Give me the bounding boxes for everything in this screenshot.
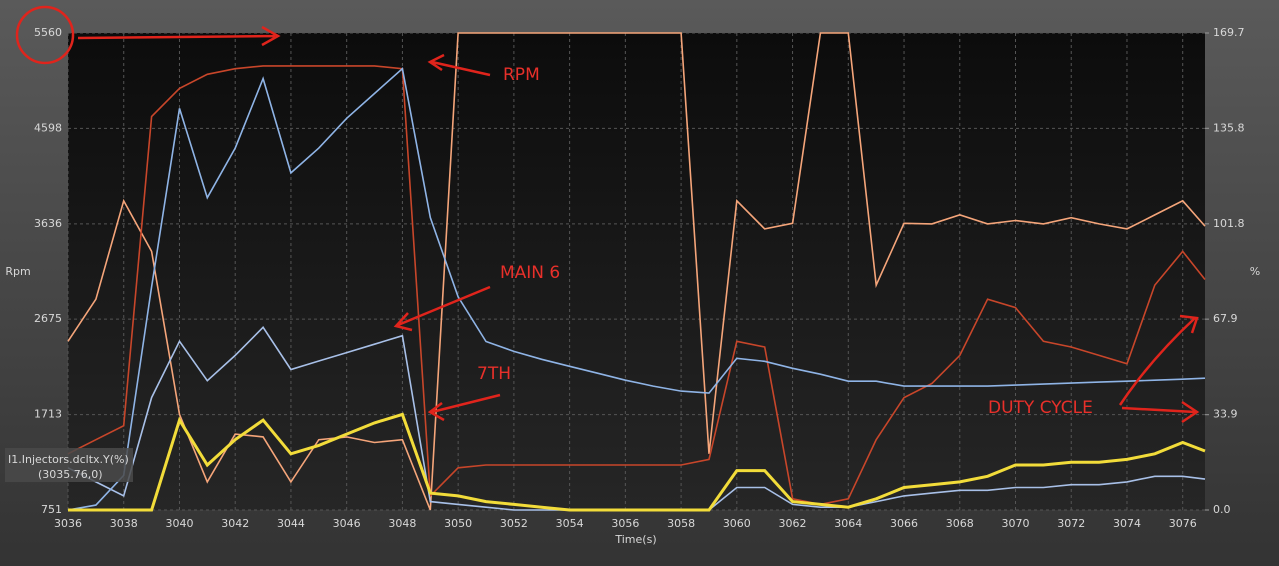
x-tick-label: 3060 <box>723 517 751 530</box>
x-tick-label: 3046 <box>333 517 361 530</box>
y2-tick-label: 101.8 <box>1213 217 1245 230</box>
x-tick-label: 3048 <box>388 517 416 530</box>
x-tick-label: 3044 <box>277 517 305 530</box>
y2-tick-label: 0.0 <box>1213 503 1231 516</box>
cursor-label: I1.Injectors.dcltx.Y(%) <box>8 453 129 466</box>
red-markings <box>15 5 1200 424</box>
x-tick-label: 3074 <box>1113 517 1141 530</box>
y2-tick-label: 169.7 <box>1213 26 1245 39</box>
x-tick-label: 3040 <box>165 517 193 530</box>
annotation: 7TH <box>477 364 511 384</box>
arrow <box>1121 400 1200 424</box>
x-tick-label: 3036 <box>54 517 82 530</box>
y-tick-label: 3636 <box>34 217 62 230</box>
x-tick-label: 3066 <box>890 517 918 530</box>
annotation: DUTY CYCLE <box>988 398 1093 418</box>
x-tick-label: 3038 <box>110 517 138 530</box>
x-tick-label: 3052 <box>500 517 528 530</box>
x-tick-label: 3042 <box>221 517 249 530</box>
y-tick-label: 4598 <box>34 121 62 134</box>
y2-tick-label: 67.9 <box>1213 312 1238 325</box>
x-tick-label: 3054 <box>556 517 584 530</box>
series-line <box>67 32 1206 511</box>
y2-axis-label: % <box>1250 265 1260 278</box>
x-tick-label: 3070 <box>1002 517 1030 530</box>
arrow <box>427 393 501 422</box>
arrow <box>393 285 491 332</box>
y-tick-label: 1713 <box>34 408 62 421</box>
x-tick-label: 3068 <box>946 517 974 530</box>
arrow <box>1118 314 1199 406</box>
arrow <box>77 25 281 47</box>
y2-tick-label: 33.9 <box>1213 408 1238 421</box>
cursor-box <box>5 448 133 482</box>
y-axis-label: Rpm <box>5 265 30 278</box>
y2-tick-label: 135.8 <box>1213 121 1245 134</box>
series-line <box>67 67 1206 511</box>
series-line <box>67 65 1206 506</box>
series-line <box>68 412 1206 512</box>
annotation: RPM <box>503 65 540 85</box>
x-tick-label: 3062 <box>779 517 807 530</box>
arrow <box>427 53 491 77</box>
cursor-value: (3035.76,0) <box>38 468 103 481</box>
annotation: MAIN 6 <box>500 263 560 283</box>
x-tick-label: 3072 <box>1057 517 1085 530</box>
x-tick-label: 3056 <box>611 517 639 530</box>
x-tick-label: 3076 <box>1169 517 1197 530</box>
x-tick-label: 3058 <box>667 517 695 530</box>
circle-mark <box>15 5 75 65</box>
y-tick-label: 5560 <box>34 26 62 39</box>
x-tick-label: 3064 <box>834 517 862 530</box>
x-tick-label: 3050 <box>444 517 472 530</box>
y-tick-label: 2675 <box>34 312 62 325</box>
x-axis-label: Time(s) <box>614 533 656 546</box>
y-tick-label: 751 <box>41 503 62 516</box>
